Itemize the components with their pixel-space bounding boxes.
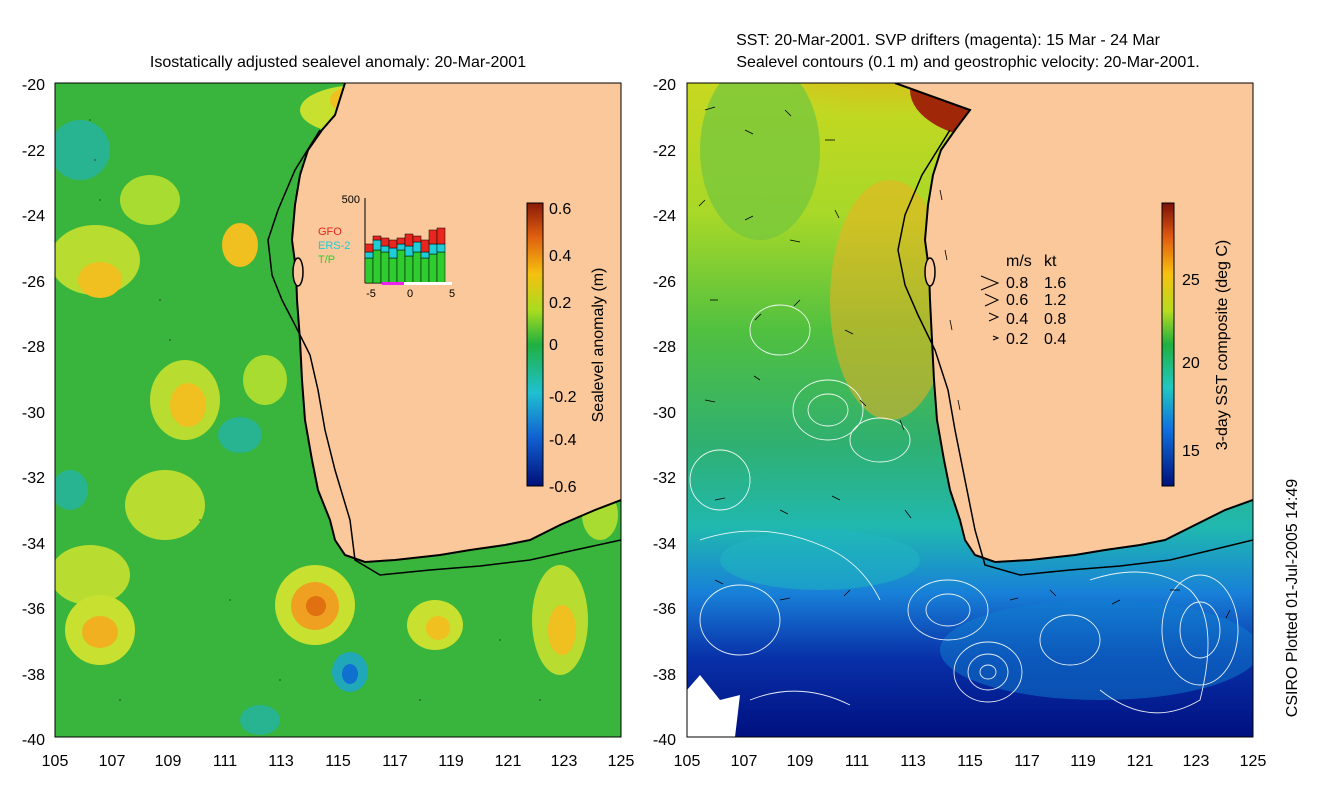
right-ytick: -22	[653, 143, 676, 160]
right-cbar-tick: 15	[1182, 443, 1200, 460]
arrow-0.2-icon	[992, 335, 1000, 341]
right-colorbar: 25 20 15 3-day SST composite (deg C)	[1161, 202, 1231, 487]
left-cbar-tick: -0.6	[549, 479, 577, 496]
inset-bars	[364, 227, 446, 284]
left-ytick: -24	[22, 208, 45, 225]
right-cbar-tick: 25	[1182, 272, 1200, 289]
left-ytick: -28	[22, 339, 45, 356]
left-xtick: 123	[551, 753, 578, 770]
left-ytick: -20	[22, 77, 45, 94]
right-ytick: -32	[653, 470, 676, 487]
right-ytick: -38	[653, 667, 676, 684]
velocity-key-ms: 0.4	[1006, 311, 1028, 328]
right-xtick: 113	[900, 753, 926, 770]
left-map-panel: Isostatically adjusted sealevel anomaly:…	[22, 54, 635, 770]
right-y-axis: -20 -22 -24 -26 -28 -30 -32 -34 -36 -38 …	[653, 77, 676, 749]
left-xtick: 119	[438, 753, 464, 770]
right-xtick: 125	[1240, 753, 1267, 770]
arrow-0.6-icon	[984, 293, 1000, 307]
left-map-frame	[54, 82, 622, 738]
data-count-inset: 500 GFO ERS-2 T/P	[318, 194, 455, 300]
velocity-key-kt: 1.6	[1044, 275, 1066, 292]
velocity-key-ms: 0.2	[1006, 331, 1028, 348]
right-ytick: -26	[653, 274, 676, 291]
velocity-key-ms: 0.8	[1006, 275, 1028, 292]
left-xtick: 113	[268, 753, 294, 770]
velocity-key-ms: 0.6	[1006, 292, 1028, 309]
right-map-frame	[686, 82, 1254, 738]
right-cbar-label: 3-day SST composite (deg C)	[1214, 240, 1231, 450]
right-ytick: -24	[653, 208, 676, 225]
right-ytick: -40	[653, 732, 676, 749]
left-ytick: -40	[22, 732, 45, 749]
right-title-line2: Sealevel contours (0.1 m) and geostrophi…	[736, 54, 1199, 71]
left-xtick: 125	[608, 753, 635, 770]
left-y-axis: -20 -22 -24 -26 -28 -30 -32 -34 -36 -38 …	[22, 77, 45, 749]
inset-xtick: 5	[449, 288, 455, 300]
left-cbar-label: Sealevel anomaly (m)	[590, 268, 607, 423]
inset-xtick: 0	[407, 288, 413, 300]
left-ytick: -34	[22, 536, 45, 553]
velocity-key: m/s kt 0.8 1.6 0.6 1.2 0.4 0.8 0.2 0.4	[980, 253, 1066, 348]
left-ytick: -26	[22, 274, 45, 291]
right-ytick: -36	[653, 601, 676, 618]
velocity-key-kt: 0.4	[1044, 331, 1066, 348]
left-xtick: 111	[213, 753, 237, 770]
left-xtick: 107	[99, 753, 126, 770]
arrow-0.4-icon	[988, 312, 1000, 322]
right-xtick: 109	[787, 753, 814, 770]
left-ytick: -36	[22, 601, 45, 618]
right-xtick: 111	[845, 753, 869, 770]
velocity-key-header-ms: m/s	[1006, 253, 1032, 270]
velocity-key-kt: 0.8	[1044, 311, 1066, 328]
left-cbar-tick: 0	[549, 337, 558, 354]
right-cbar-tick: 20	[1182, 355, 1200, 372]
left-x-axis: 105 107 109 111 113 115 117 119 121 123 …	[42, 753, 635, 770]
left-xtick: 121	[495, 753, 522, 770]
left-ytick: -30	[22, 405, 45, 422]
right-ytick: -28	[653, 339, 676, 356]
left-cbar-tick: 0.4	[549, 248, 571, 265]
inset-ymax-label: 500	[342, 194, 360, 206]
right-xtick: 123	[1183, 753, 1210, 770]
right-xtick: 115	[957, 753, 983, 770]
left-ytick: -38	[22, 667, 45, 684]
left-cbar-tick: -0.2	[549, 389, 577, 406]
left-colorbar: 0.6 0.4 0.2 0 -0.2 -0.4 -0.6 Sealevel an…	[526, 201, 607, 496]
left-cbar-tick: 0.2	[549, 295, 571, 312]
left-xtick: 117	[382, 753, 408, 770]
right-map-panel: SST: 20-Mar-2001. SVP drifters (magenta)…	[653, 32, 1267, 770]
right-ytick: -20	[653, 77, 676, 94]
left-title: Isostatically adjusted sealevel anomaly:…	[150, 54, 526, 71]
right-xtick: 121	[1127, 753, 1154, 770]
velocity-key-header-kt: kt	[1044, 253, 1057, 270]
arrow-0.8-icon	[980, 275, 1000, 291]
right-xtick: 105	[674, 753, 701, 770]
left-cbar-tick: -0.4	[549, 432, 577, 449]
left-ytick: -22	[22, 143, 45, 160]
right-xtick: 107	[731, 753, 758, 770]
right-ytick: -34	[653, 536, 676, 553]
right-map-field	[687, 83, 1253, 737]
left-xtick: 105	[42, 753, 69, 770]
inset-legend-tp: T/P	[318, 254, 335, 266]
right-xtick: 117	[1014, 753, 1040, 770]
inset-xtick: -5	[366, 288, 376, 300]
right-x-axis: 105 107 109 111 113 115 117 119 121 123 …	[674, 753, 1267, 770]
velocity-key-kt: 1.2	[1044, 292, 1066, 309]
right-ytick: -30	[653, 405, 676, 422]
left-xtick: 109	[155, 753, 182, 770]
left-cbar-tick: 0.6	[549, 201, 571, 218]
left-ytick: -32	[22, 470, 45, 487]
right-xtick: 119	[1070, 753, 1096, 770]
inset-legend-gfo: GFO	[318, 226, 342, 238]
right-title-line1: SST: 20-Mar-2001. SVP drifters (magenta)…	[736, 32, 1161, 49]
plot-credit: CSIRO Plotted 01-Jul-2005 14:49	[1284, 479, 1301, 717]
inset-legend-ers2: ERS-2	[318, 240, 350, 252]
left-xtick: 115	[325, 753, 351, 770]
